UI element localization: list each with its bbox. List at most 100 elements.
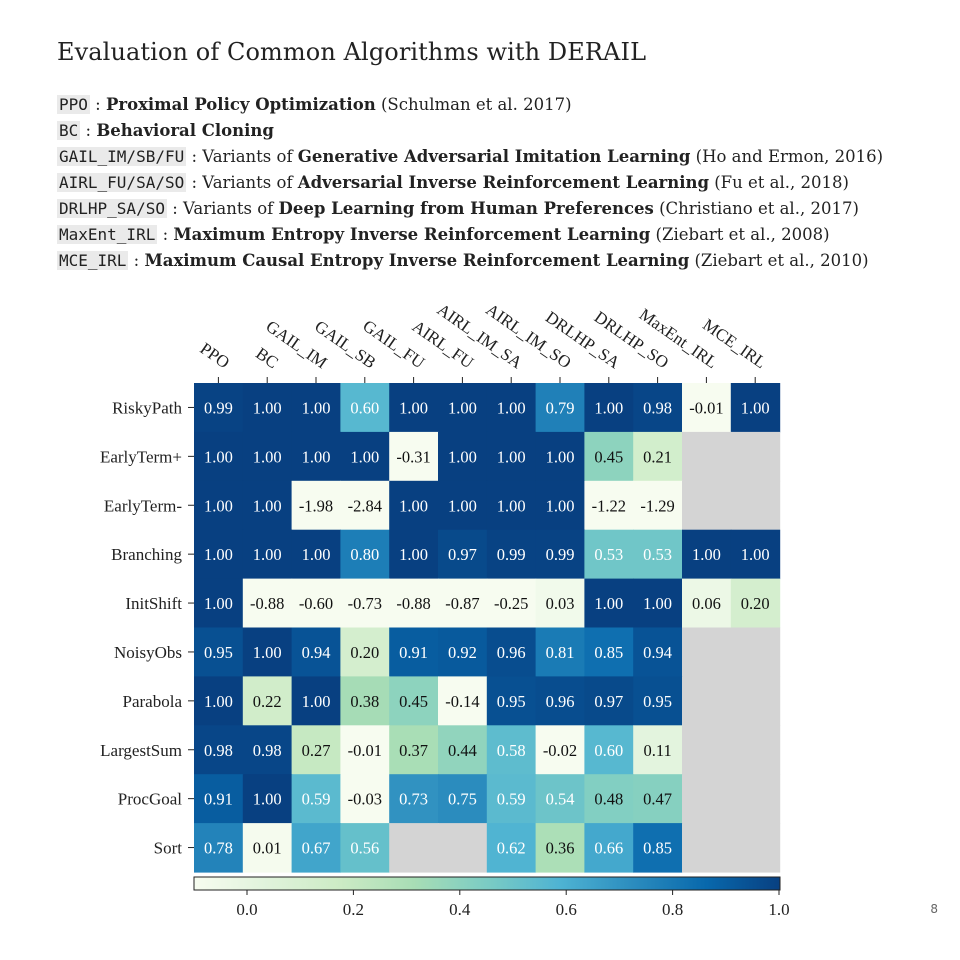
cell-value-label: 0.75 bbox=[448, 790, 477, 809]
heatmap-cell bbox=[584, 480, 634, 531]
cell-value-label: -0.03 bbox=[348, 790, 382, 809]
legend-name: Deep Learning from Human Preferences bbox=[278, 199, 654, 218]
legend-item: PPO : Proximal Policy Optimization (Schu… bbox=[57, 92, 883, 118]
cell-value-label: 1.00 bbox=[399, 496, 428, 515]
heatmap-cell bbox=[584, 725, 634, 775]
heatmap-cell bbox=[389, 774, 439, 824]
cell-value-label: 0.80 bbox=[350, 545, 379, 564]
heatmap-cell bbox=[389, 627, 439, 677]
colorbar bbox=[193, 876, 781, 891]
heatmap-cell bbox=[682, 480, 732, 531]
heatmap-cell bbox=[682, 383, 732, 433]
heatmap-cell bbox=[730, 529, 781, 580]
cell-value-label: 0.53 bbox=[594, 545, 623, 564]
cell-value-label: 0.95 bbox=[643, 692, 672, 711]
heatmap-cell bbox=[340, 823, 390, 873]
heatmap-cell bbox=[633, 823, 683, 873]
heatmap-cell bbox=[194, 529, 244, 580]
cell-value-label: 1.00 bbox=[253, 447, 282, 466]
heatmap-cell bbox=[242, 480, 293, 531]
cell-value-label: 0.59 bbox=[302, 790, 331, 809]
heatmap-cell bbox=[194, 431, 244, 482]
heatmap-cell bbox=[584, 627, 634, 677]
heatmap-cell bbox=[438, 725, 488, 775]
heatmap-cell bbox=[682, 725, 732, 775]
heatmap-cell bbox=[242, 725, 293, 775]
heatmap-cell bbox=[291, 431, 341, 482]
cell-value-label: -0.01 bbox=[348, 741, 382, 760]
cell-value-label: 1.00 bbox=[741, 545, 770, 564]
heatmap-cell bbox=[486, 529, 537, 580]
cell-value-label: 0.53 bbox=[643, 545, 672, 564]
cell-value-label: 0.95 bbox=[204, 643, 233, 662]
heatmap-cell bbox=[242, 627, 293, 677]
heatmap-cell bbox=[682, 627, 732, 677]
heatmap-cell bbox=[535, 383, 585, 433]
cell-value-label: 0.56 bbox=[350, 839, 379, 858]
legend-name: Proximal Policy Optimization bbox=[105, 95, 376, 114]
heatmap-cell bbox=[242, 578, 293, 629]
cell-value-label: 0.48 bbox=[594, 790, 623, 809]
heatmap-cell bbox=[291, 725, 341, 775]
heatmap-cell bbox=[584, 823, 634, 873]
colorbar-tick-label: 0.6 bbox=[556, 900, 577, 919]
cell-value-label: 1.00 bbox=[497, 496, 526, 515]
cell-value-label: 0.59 bbox=[497, 790, 526, 809]
cell-value-label: 0.97 bbox=[594, 692, 623, 711]
legend-citation: (Fu et al., 2018) bbox=[709, 173, 849, 192]
heatmap-cell bbox=[486, 627, 537, 677]
cell-value-label: 0.97 bbox=[448, 545, 477, 564]
heatmap-cell bbox=[194, 578, 244, 629]
cell-value-label: -1.29 bbox=[640, 496, 674, 515]
legend-code: PPO bbox=[57, 95, 90, 114]
heatmap-cell bbox=[389, 725, 439, 775]
heatmap-cell bbox=[194, 823, 244, 873]
cell-value-label: -0.31 bbox=[396, 447, 430, 466]
heatmap-cell bbox=[682, 823, 732, 873]
cell-value-label: 1.00 bbox=[204, 447, 233, 466]
heatmap-cell bbox=[438, 774, 488, 824]
heatmap-cell bbox=[633, 383, 683, 433]
heatmap-cell bbox=[291, 823, 341, 873]
heatmap-cell bbox=[242, 431, 293, 482]
heatmap-cell bbox=[535, 725, 585, 775]
heatmap-cell bbox=[389, 480, 439, 531]
heatmap-cell bbox=[438, 823, 488, 873]
heatmap-cell bbox=[438, 627, 488, 677]
cell-value-label: 0.96 bbox=[497, 643, 526, 662]
cell-value-label: 0.45 bbox=[594, 447, 623, 466]
page-number: 8 bbox=[930, 902, 938, 916]
cell-value-label: 1.00 bbox=[594, 398, 623, 417]
row-label: Parabola bbox=[123, 692, 183, 711]
heatmap-cell bbox=[242, 823, 293, 873]
cell-value-label: -0.60 bbox=[299, 594, 333, 613]
heatmap-cell bbox=[633, 578, 683, 629]
legend-name: Maximum Causal Entropy Inverse Reinforce… bbox=[144, 251, 690, 270]
row-label: LargestSum bbox=[100, 741, 182, 760]
heatmap-cell bbox=[340, 383, 390, 433]
heatmap-cell bbox=[438, 431, 488, 482]
row-label: RiskyPath bbox=[112, 398, 182, 417]
legend-item: GAIL_IM/SB/FU : Variants of Generative A… bbox=[57, 144, 883, 170]
cell-value-label: 1.00 bbox=[643, 594, 672, 613]
row-label: Sort bbox=[154, 839, 183, 858]
heatmap-cell bbox=[291, 676, 341, 726]
colorbar-tick-label: 0.0 bbox=[236, 900, 257, 919]
cell-value-label: 1.00 bbox=[253, 496, 282, 515]
heatmap-cell bbox=[389, 529, 439, 580]
heatmap-cell bbox=[291, 774, 341, 824]
heatmap-cell bbox=[438, 529, 488, 580]
heatmap-cell bbox=[535, 578, 585, 629]
heatmap-cell bbox=[486, 383, 537, 433]
column-label: PPO bbox=[197, 339, 233, 372]
legend-separator: : bbox=[166, 199, 184, 218]
cell-value-label: 0.47 bbox=[643, 790, 672, 809]
cell-value-label: 0.38 bbox=[350, 692, 379, 711]
colorbar-tick-label: 1.0 bbox=[768, 900, 789, 919]
row-label: ProcGoal bbox=[118, 790, 182, 809]
heatmap-cell bbox=[340, 480, 390, 531]
cell-value-label: 0.11 bbox=[643, 741, 671, 760]
cell-value-label: -0.02 bbox=[543, 741, 577, 760]
legend-prefix: Variants of bbox=[202, 173, 298, 192]
legend-separator: : bbox=[157, 225, 174, 244]
